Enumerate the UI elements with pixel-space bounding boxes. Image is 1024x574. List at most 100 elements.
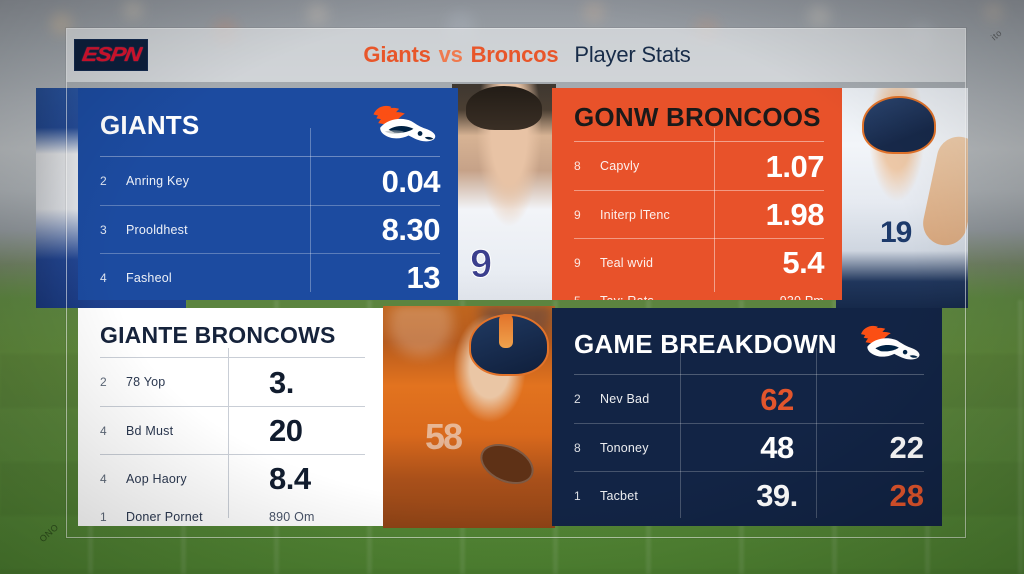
row-value: 48 bbox=[760, 430, 794, 465]
table-row[interactable]: 4 Aop Haory 8.4 bbox=[100, 454, 365, 502]
table-row[interactable]: 2 Nev Bad 62 bbox=[574, 375, 924, 423]
row-label: 78 Yop bbox=[126, 375, 166, 389]
table-row[interactable]: 9 Teal wvid 5.4 bbox=[574, 238, 825, 286]
jersey-number-mid-bottom: 58 bbox=[425, 416, 463, 457]
table-top-rule bbox=[574, 374, 924, 375]
panel-giants: GIANTS 2 Anring Key 0.04 3 Prooldhest 8.… bbox=[78, 88, 458, 300]
row-rank: 5 bbox=[574, 294, 600, 300]
panel-broncos: GONW BRONCOOS 8 Capvly 1.07 9 Initerp lT… bbox=[552, 88, 842, 300]
row-value: 8.30 bbox=[381, 212, 441, 247]
table-row[interactable]: 8 Capvly 1.07 bbox=[574, 142, 825, 190]
row-rank: 2 bbox=[574, 392, 581, 406]
row-label: Tay; Rats bbox=[600, 294, 716, 300]
title-suffix: Player Stats bbox=[574, 42, 691, 67]
row-label: Prooldhest bbox=[126, 222, 188, 237]
row-value-secondary: 28 bbox=[889, 478, 924, 513]
row-label: Tononey bbox=[600, 440, 649, 455]
photo-center-player-top: 9 bbox=[452, 84, 556, 300]
row-label: Capvly bbox=[600, 159, 640, 173]
row-rank: 8 bbox=[574, 440, 581, 455]
title-team-b: Broncos bbox=[470, 42, 559, 67]
row-value: 13 bbox=[406, 260, 441, 295]
table-row[interactable]: 3 Prooldhest 8.30 bbox=[100, 205, 441, 253]
column-divider bbox=[228, 348, 229, 518]
panel-giants-header: GIANTS bbox=[78, 88, 458, 156]
table-top-rule bbox=[100, 357, 365, 358]
photo-broncos-quarterback: 19 bbox=[836, 88, 968, 308]
row-label: Bd Must bbox=[126, 423, 174, 438]
row-value: 0.04 bbox=[381, 163, 441, 199]
table-row[interactable]: 4 Bd Must 20 bbox=[100, 406, 365, 454]
panel-breakdown-table: 2 Nev Bad 62 8 Tononey 48 22 1 Tacbet 39… bbox=[552, 348, 942, 526]
page-title: Giants vs Broncos Player Stats bbox=[148, 42, 906, 68]
table-row[interactable]: 1 Doner Pornet 890 Om bbox=[100, 502, 365, 526]
row-rank: 9 bbox=[574, 207, 581, 222]
broncos-horse-icon bbox=[373, 105, 436, 142]
column-divider bbox=[310, 128, 311, 292]
panel-white-header: GIANTE BRONCOWS bbox=[78, 308, 383, 357]
row-label: Anring Key bbox=[126, 174, 190, 188]
panel-broncos-title: GONW BRONCOOS bbox=[574, 102, 821, 132]
table-row[interactable]: 2 Anring Key 0.04 bbox=[100, 157, 441, 205]
row-rank: 9 bbox=[574, 255, 581, 270]
table-row[interactable]: 5 Tay; Rats 930 Pm bbox=[574, 286, 824, 300]
row-rank: 4 bbox=[100, 270, 107, 285]
row-label: Aop Haory bbox=[126, 471, 187, 486]
row-label: Tacbet bbox=[600, 488, 639, 503]
table-row[interactable]: 8 Tononey 48 22 bbox=[574, 423, 924, 471]
row-rank: 1 bbox=[574, 488, 581, 503]
column-divider bbox=[714, 128, 715, 292]
panel-giante-broncows: GIANTE BRONCOWS 2 78 Yop 3. 4 Bd Must 20… bbox=[78, 308, 383, 526]
row-value-secondary: 22 bbox=[889, 430, 924, 465]
row-label: Nev Bad bbox=[600, 392, 650, 406]
panel-breakdown-title: GAME BREAKDOWN bbox=[574, 328, 837, 359]
panel-white-title: GIANTE BRONCOWS bbox=[100, 322, 336, 348]
row-label: Doner Pornet bbox=[126, 510, 203, 524]
helmet-graphic bbox=[862, 96, 936, 154]
row-value: 5.4 bbox=[782, 245, 824, 280]
jersey-number-broncos-qb: 19 bbox=[880, 216, 912, 249]
header-bar: ESPN Giants vs Broncos Player Stats bbox=[66, 28, 966, 82]
row-rank: 3 bbox=[100, 222, 107, 237]
helmet-stripe-graphic bbox=[499, 314, 513, 348]
photo-center-player-bottom: 58 bbox=[383, 306, 555, 528]
table-row[interactable]: 9 Initerp lTenc 1.98 bbox=[574, 190, 825, 238]
column-divider-2 bbox=[816, 348, 817, 518]
row-rank: 8 bbox=[574, 159, 581, 173]
row-label: Fasheol bbox=[126, 270, 172, 285]
row-label: Teal wvid bbox=[600, 255, 654, 270]
table-row[interactable]: 4 Fasheol 13 bbox=[100, 253, 441, 300]
espn-logo[interactable]: ESPN bbox=[74, 39, 148, 71]
row-value: 930 Pm bbox=[716, 295, 824, 300]
hair-graphic bbox=[466, 86, 542, 130]
row-rank: 4 bbox=[100, 471, 107, 486]
row-value: 890 Om bbox=[269, 509, 315, 524]
table-row[interactable]: 1 Tacbet 39. 28 bbox=[574, 471, 924, 519]
row-value: 62 bbox=[760, 381, 794, 417]
espn-logo-text: ESPN bbox=[80, 43, 142, 66]
panel-game-breakdown: GAME BREAKDOWN 2 Nev Bad 62 8 Tononey 48… bbox=[552, 308, 942, 526]
row-rank: 2 bbox=[100, 375, 107, 389]
row-value: 3. bbox=[269, 364, 294, 400]
row-rank: 2 bbox=[100, 174, 107, 188]
panel-white-table: 2 78 Yop 3. 4 Bd Must 20 4 Aop Haory 8.4… bbox=[78, 348, 383, 526]
row-label: Initerp lTenc bbox=[600, 207, 670, 222]
title-team-a: Giants bbox=[363, 42, 431, 67]
column-divider-1 bbox=[680, 348, 681, 518]
row-value: 1.98 bbox=[765, 197, 825, 232]
broncos-horse-icon bbox=[861, 325, 920, 360]
table-row[interactable]: 2 78 Yop 3. bbox=[100, 358, 365, 406]
title-vs: vs bbox=[438, 42, 463, 67]
row-value: 20 bbox=[269, 413, 303, 448]
table-top-rule bbox=[574, 141, 824, 142]
table-row[interactable]: 1 Teul Gaes 8.10 0m VL On bbox=[574, 519, 924, 526]
row-value: 8.4 bbox=[269, 461, 311, 496]
row-value: 39. bbox=[756, 478, 798, 513]
table-top-rule bbox=[100, 156, 440, 157]
row-value: 1.07 bbox=[765, 148, 825, 184]
panel-breakdown-header: GAME BREAKDOWN bbox=[552, 308, 942, 374]
panel-giants-title: GIANTS bbox=[100, 109, 200, 140]
panel-broncos-header: GONW BRONCOOS bbox=[552, 88, 842, 141]
row-rank: 1 bbox=[100, 510, 107, 524]
row-rank: 4 bbox=[100, 423, 107, 438]
